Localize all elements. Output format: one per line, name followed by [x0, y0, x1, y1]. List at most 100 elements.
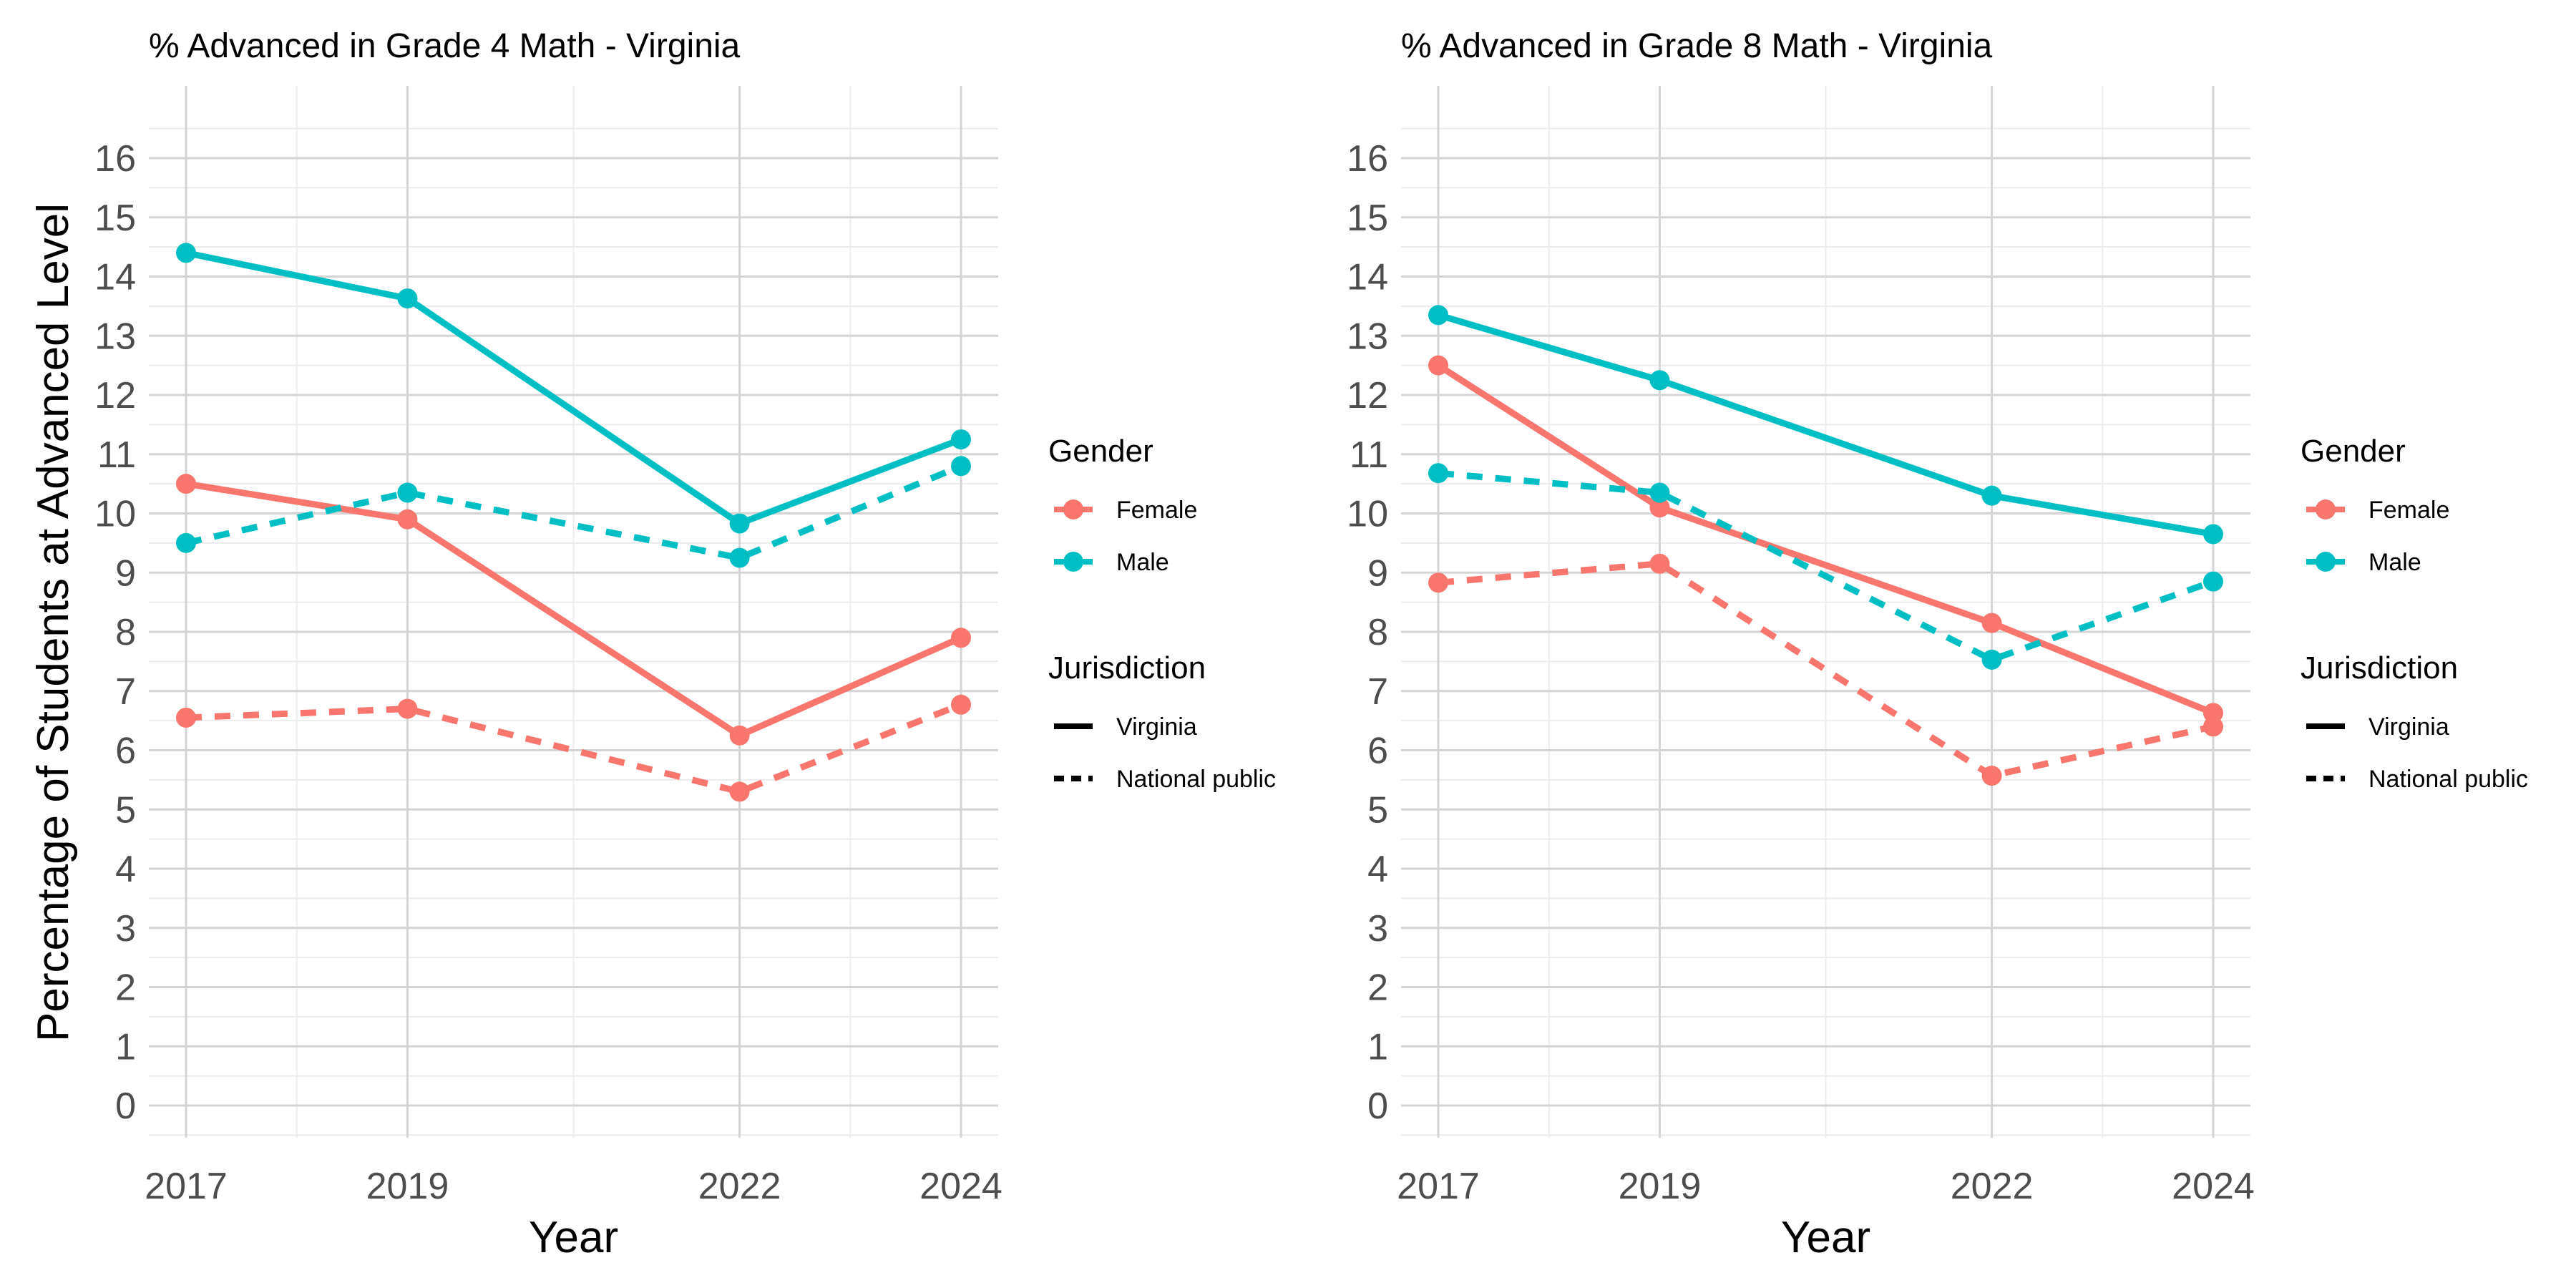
legend-label-female: Female — [2368, 497, 2449, 524]
x-tick-label: 2017 — [1397, 1166, 1480, 1207]
data-point-female-virginia — [951, 628, 971, 648]
data-point-female-virginia — [1649, 497, 1670, 518]
data-point-male-national — [397, 482, 418, 503]
chart-title: % Advanced in Grade 4 Math - Virginia — [149, 27, 741, 65]
y-tick-label: 16 — [94, 138, 136, 180]
data-point-male-virginia — [1428, 305, 1448, 326]
y-axis-title: Percentage of Students at Advanced Level — [29, 203, 78, 1042]
data-point-male-national — [176, 532, 196, 553]
data-point-female-virginia — [397, 509, 418, 530]
series-line-male-virginia — [1437, 311, 2214, 537]
y-tick-label: 15 — [94, 197, 136, 239]
y-tick-label: 1 — [115, 1026, 136, 1068]
y-tick-label: 1 — [1367, 1026, 1388, 1068]
data-point-female-national — [397, 698, 418, 719]
data-point-female-virginia — [176, 474, 196, 494]
y-tick-label: 4 — [1367, 849, 1388, 890]
data-point-female-national — [729, 781, 750, 802]
y-tick-label: 10 — [1347, 494, 1388, 535]
legend: Gender Female Male Jurisdiction Virginia Nati… — [2301, 434, 2528, 793]
legend-key-point-male — [1063, 552, 1083, 572]
data-point-male-virginia — [729, 513, 750, 534]
data-point-male-national — [1649, 482, 1670, 503]
y-tick-label: 0 — [115, 1085, 136, 1127]
legend-label-male: Male — [2368, 549, 2421, 576]
data-point-male-virginia — [176, 243, 196, 263]
y-tick-label: 2 — [1367, 967, 1388, 1009]
series-line-male-virginia — [185, 249, 962, 527]
series-lines — [1436, 311, 2215, 779]
series-line-female-virginia — [185, 480, 962, 739]
legend-key-point-male — [2316, 552, 2336, 572]
y-tick-label: 11 — [1350, 434, 1388, 476]
grid — [1401, 86, 2250, 1138]
legend-title-jurisdiction: Jurisdiction — [2301, 650, 2458, 686]
legend-label-national: National public — [1116, 766, 1276, 793]
data-point-female-virginia — [1428, 355, 1448, 376]
series-line-female-national — [1438, 560, 2214, 779]
x-axis-title: Year — [529, 1213, 618, 1262]
data-point-female-virginia — [1981, 613, 2002, 633]
y-tick-label: 13 — [94, 316, 136, 357]
chart-title: % Advanced in Grade 8 Math - Virginia — [1401, 27, 1993, 65]
legend-label-virginia: Virginia — [2368, 713, 2449, 741]
y-tick-label: 10 — [94, 494, 136, 535]
data-point-male-virginia — [951, 429, 971, 450]
data-point-female-national — [176, 707, 196, 728]
y-tick-label: 14 — [94, 257, 136, 298]
data-point-male-virginia — [1649, 370, 1670, 391]
series-points — [176, 243, 971, 802]
data-point-male-national — [1428, 463, 1448, 484]
legend-key-point-female — [2316, 499, 2336, 519]
x-tick-label: 2019 — [366, 1166, 449, 1207]
legend: Gender Female Male Jurisdiction Virginia Nati… — [1048, 434, 1276, 793]
x-tick-label: 2017 — [145, 1166, 228, 1207]
legend-title-gender: Gender — [2301, 434, 2406, 469]
data-point-female-virginia — [729, 725, 750, 746]
data-point-female-national — [2203, 716, 2223, 737]
data-point-male-virginia — [397, 288, 418, 309]
y-tick-label: 16 — [1347, 138, 1388, 180]
series-line-male-national — [1438, 469, 2215, 663]
data-point-female-national — [1649, 553, 1670, 574]
y-tick-label: 12 — [94, 375, 136, 416]
grade8-chart: % Advanced in Grade 8 Math - Virginia012… — [1347, 27, 2528, 1262]
series-points — [1428, 305, 2223, 786]
y-tick-label: 9 — [1367, 552, 1388, 594]
y-tick-label: 7 — [115, 671, 136, 713]
x-axis-title: Year — [1781, 1213, 1870, 1262]
y-tick-label: 3 — [115, 908, 136, 950]
data-point-male-national — [2203, 571, 2223, 592]
x-tick-label: 2022 — [1951, 1166, 2034, 1207]
y-tick-label: 14 — [1347, 257, 1388, 298]
y-tick-label: 15 — [1347, 197, 1388, 239]
grade4-chart: % Advanced in Grade 4 Math - Virginia012… — [94, 27, 1276, 1262]
y-tick-label: 12 — [1347, 375, 1388, 416]
y-tick-label: 7 — [1367, 671, 1388, 713]
y-tick-label: 6 — [1367, 731, 1388, 772]
y-tick-label: 9 — [115, 552, 136, 594]
data-point-female-national — [951, 694, 971, 715]
x-tick-label: 2024 — [919, 1166, 1002, 1207]
legend-title-jurisdiction: Jurisdiction — [1048, 650, 1206, 686]
data-point-female-national — [1981, 766, 2002, 786]
y-tick-label: 5 — [1367, 789, 1388, 831]
x-tick-label: 2019 — [1619, 1166, 1702, 1207]
legend-label-female: Female — [1116, 497, 1197, 524]
x-tick-label: 2024 — [2172, 1166, 2255, 1207]
y-tick-label: 5 — [115, 789, 136, 831]
y-tick-label: 6 — [115, 731, 136, 772]
legend-label-national: National public — [2368, 766, 2528, 793]
y-tick-label: 3 — [1367, 908, 1388, 950]
y-tick-label: 11 — [97, 434, 136, 476]
y-tick-label: 0 — [1367, 1085, 1388, 1127]
data-point-male-virginia — [2203, 524, 2223, 545]
data-point-male-national — [729, 547, 750, 568]
y-tick-label: 4 — [115, 849, 136, 890]
grid — [149, 86, 998, 1138]
series-line-female-virginia — [1436, 362, 2215, 716]
legend-label-virginia: Virginia — [1116, 713, 1197, 741]
legend-label-male: Male — [1116, 549, 1169, 576]
y-tick-label: 8 — [115, 612, 136, 653]
data-point-male-national — [1981, 649, 2002, 670]
